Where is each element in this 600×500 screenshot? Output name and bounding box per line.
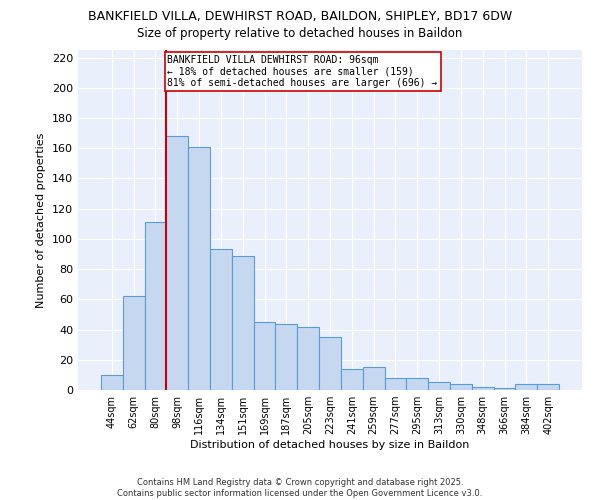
- Bar: [319, 337, 341, 390]
- Bar: [363, 368, 385, 390]
- Bar: [428, 382, 450, 390]
- Bar: [188, 146, 210, 390]
- Bar: [123, 296, 145, 390]
- Text: Contains HM Land Registry data © Crown copyright and database right 2025.
Contai: Contains HM Land Registry data © Crown c…: [118, 478, 482, 498]
- Bar: [166, 136, 188, 390]
- Y-axis label: Number of detached properties: Number of detached properties: [37, 132, 46, 308]
- Bar: [101, 375, 123, 390]
- Bar: [254, 322, 275, 390]
- Bar: [515, 384, 537, 390]
- Bar: [145, 222, 166, 390]
- Bar: [275, 324, 297, 390]
- Bar: [341, 369, 363, 390]
- Bar: [210, 250, 232, 390]
- X-axis label: Distribution of detached houses by size in Baildon: Distribution of detached houses by size …: [190, 440, 470, 450]
- Text: BANKFIELD VILLA, DEWHIRST ROAD, BAILDON, SHIPLEY, BD17 6DW: BANKFIELD VILLA, DEWHIRST ROAD, BAILDON,…: [88, 10, 512, 23]
- Text: BANKFIELD VILLA DEWHIRST ROAD: 96sqm
← 18% of detached houses are smaller (159)
: BANKFIELD VILLA DEWHIRST ROAD: 96sqm ← 1…: [167, 54, 438, 88]
- Bar: [232, 256, 254, 390]
- Bar: [472, 387, 494, 390]
- Bar: [385, 378, 406, 390]
- Text: Size of property relative to detached houses in Baildon: Size of property relative to detached ho…: [137, 28, 463, 40]
- Bar: [406, 378, 428, 390]
- Bar: [494, 388, 515, 390]
- Bar: [450, 384, 472, 390]
- Bar: [537, 384, 559, 390]
- Bar: [297, 326, 319, 390]
